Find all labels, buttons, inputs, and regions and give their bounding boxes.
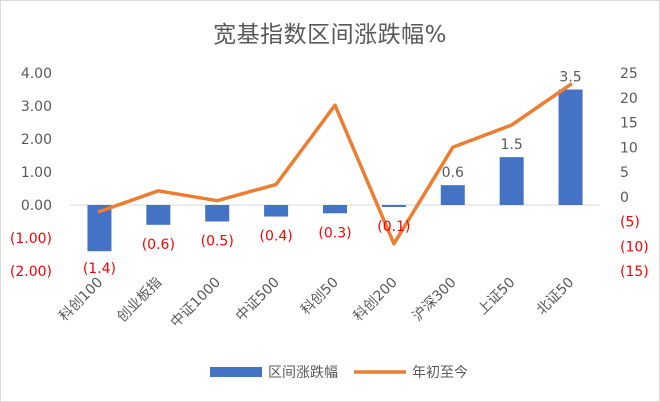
data-labels: (1.4) (0.6) (0.5) (0.4) (0.3) (0.1) 0.6 1.5 3.5: [83, 70, 582, 278]
right-axis-tick-label: 5: [620, 165, 629, 181]
category-label: 科创200: [351, 275, 401, 325]
legend-bar-label: 区间涨跌幅: [268, 365, 338, 381]
bar-data-label: (0.3): [318, 225, 351, 241]
left-axis-tick-label: 4.00: [21, 66, 52, 82]
bar: [146, 205, 171, 225]
bar-data-label: (0.1): [377, 219, 410, 235]
bar-data-label: 0.6: [442, 165, 464, 181]
right-axis-tick-label: (15): [620, 264, 649, 280]
right-axis-tick-label: (5): [620, 215, 640, 231]
bar: [264, 205, 289, 217]
bar: [323, 205, 347, 214]
left-axis-tick-label: 2.00: [21, 132, 52, 148]
category-label: 北证50: [534, 275, 578, 319]
legend-bar-swatch: [210, 367, 262, 377]
bar: [381, 205, 406, 207]
chart-title: 宽基指数区间涨跌幅%: [213, 22, 447, 48]
bar-data-label: 1.5: [501, 137, 523, 153]
left-axis-tick-label: (1.00): [10, 231, 52, 247]
left-axis: 4.00 3.00 2.00 1.00 0.00 (1.00) (2.00): [10, 66, 52, 280]
category-label: 科创100: [56, 275, 106, 325]
bar: [558, 89, 583, 205]
right-axis-tick-label: 0: [620, 190, 629, 206]
right-axis-tick-label: 20: [620, 91, 638, 107]
bar-data-label: (1.4): [83, 261, 116, 277]
category-label: 创业板指: [114, 275, 165, 326]
category-label: 科创50: [298, 275, 342, 319]
category-axis: 科创100 创业板指 中证1000 中证500 科创50 科创200 沪深300 上证50 北证…: [56, 275, 577, 331]
line-series: [97, 82, 573, 246]
bar-data-label: 3.5: [559, 70, 581, 86]
bar: [205, 205, 230, 222]
right-axis-tick-label: (10): [620, 239, 649, 255]
category-label: 沪深300: [410, 275, 460, 325]
right-axis-tick-label: 25: [620, 66, 638, 82]
right-axis: 25 20 15 10 5 0 (5) (10) (15): [620, 66, 649, 280]
left-axis-tick-label: (2.00): [10, 264, 52, 280]
left-axis-tick-label: 0.00: [21, 198, 52, 214]
category-label: 中证500: [233, 275, 283, 325]
left-axis-tick-label: 1.00: [21, 165, 52, 181]
category-label: 中证1000: [168, 275, 224, 331]
category-label: 上证50: [475, 275, 519, 319]
left-axis-tick-label: 3.00: [21, 99, 52, 115]
bar-data-label: (0.4): [260, 229, 293, 245]
bar-data-label: (0.5): [201, 234, 234, 250]
legend-line-label: 年初至今: [412, 364, 468, 381]
right-axis-tick-label: 10: [620, 140, 638, 156]
bar: [440, 185, 465, 205]
bar-series: [87, 89, 583, 252]
bar: [499, 157, 524, 205]
bar-data-label: (0.6): [142, 237, 175, 253]
legend: 区间涨跌幅 年初至今: [210, 364, 468, 381]
right-axis-tick-label: 15: [620, 116, 638, 132]
